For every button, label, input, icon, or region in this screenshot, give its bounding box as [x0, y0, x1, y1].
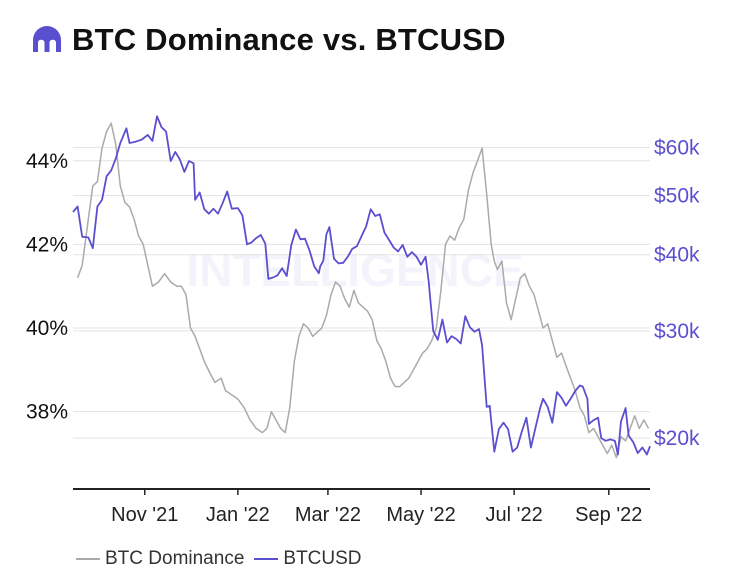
- y-right-tick-label: $50k: [654, 185, 700, 208]
- chart-header: BTC Dominance vs. BTCUSD: [30, 22, 506, 58]
- chart-title: BTC Dominance vs. BTCUSD: [72, 22, 506, 57]
- legend-item-btc-dominance[interactable]: BTC Dominance: [76, 548, 244, 570]
- gridlines: [73, 146, 650, 439]
- y-left-tick-label: 38%: [26, 401, 68, 424]
- x-tick-label: Nov '21: [111, 504, 178, 526]
- watermark-text: INTELLIGENCE: [186, 244, 523, 296]
- y-left-tick-label: 44%: [26, 150, 68, 173]
- series-line-btcusd[interactable]: [72, 115, 651, 456]
- y-left-tick-label: 42%: [26, 233, 68, 256]
- legend-swatch-btc-dominance: [76, 558, 100, 560]
- y-right-tick-label: $30k: [654, 320, 700, 343]
- legend-label-btc-dominance: BTC Dominance: [105, 548, 245, 569]
- series-layer: [72, 115, 651, 459]
- legend-swatch-btcusd: [254, 558, 279, 560]
- x-tick-label: Jan '22: [206, 504, 270, 526]
- x-tick-label: Mar '22: [295, 504, 361, 526]
- y-right-tick-label: $20k: [654, 427, 700, 450]
- series-line-btc-dominance[interactable]: [76, 122, 650, 459]
- y-right-tick-label: $40k: [654, 244, 700, 267]
- x-tick-label: Jul '22: [486, 504, 543, 526]
- y-right-tick-label: $60k: [654, 136, 700, 159]
- y-left-tick-label: 40%: [26, 317, 68, 340]
- chart-legend: BTC Dominance BTCUSD: [76, 548, 372, 570]
- intelligence-logo-icon: [33, 26, 61, 52]
- watermark: INTELLIGENCE: [186, 244, 523, 296]
- x-tick-label: Sep '22: [575, 504, 642, 526]
- axes: 38% 40% 42% 44% $20k $30k $40k $50k $60k Nov '21 J…: [26, 136, 700, 526]
- legend-label-btcusd: BTCUSD: [283, 548, 362, 569]
- x-tick-label: May '22: [386, 504, 455, 526]
- legend-item-btcusd[interactable]: BTCUSD: [254, 548, 362, 570]
